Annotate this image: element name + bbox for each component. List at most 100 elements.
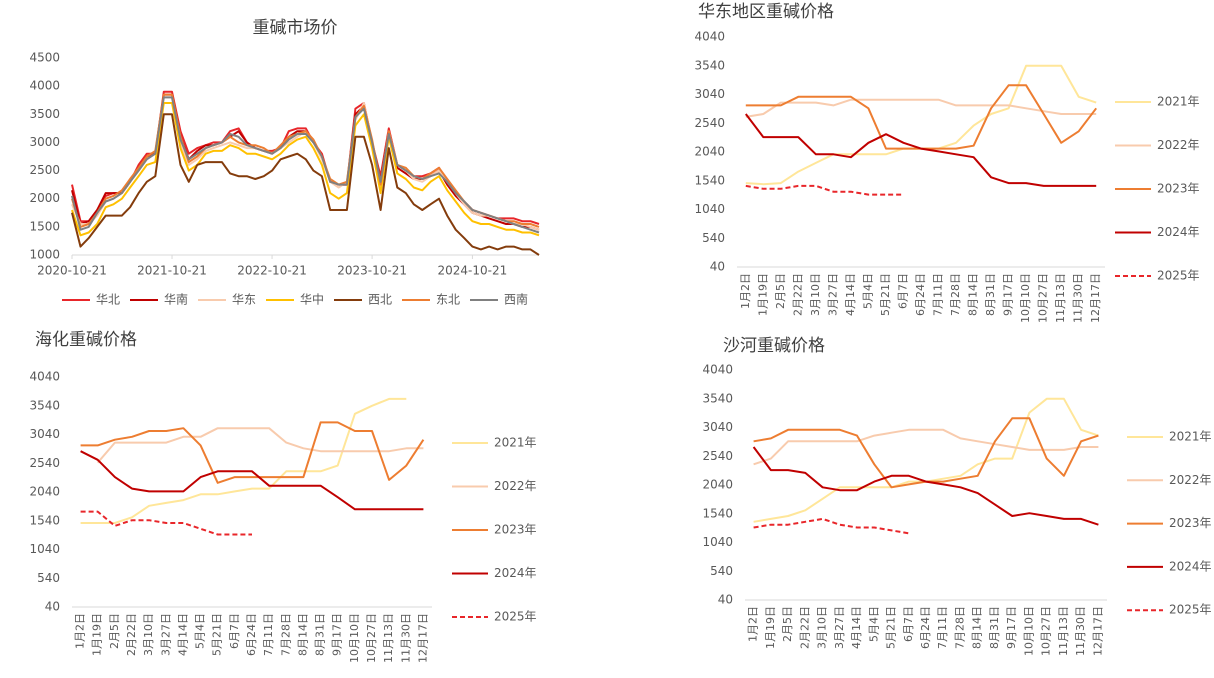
legend-label: 2022年 [1157,138,1200,152]
series-line [80,421,425,484]
x-tick-label: 12月17日 [1089,273,1102,323]
legend-label: 2025年 [1169,603,1212,617]
x-tick-label: 8月31日 [988,606,1001,649]
x-tick-label: 8月31日 [314,613,327,656]
y-tick-label: 1040 [694,202,725,216]
x-tick-label: 10月10日 [348,613,361,663]
y-tick-label: 2040 [29,485,60,499]
y-tick-label: 1540 [694,173,725,187]
legend-label: 2023年 [1169,516,1212,530]
y-tick-label: 3000 [29,135,60,149]
chart-title: 沙河重碱价格 [723,336,825,356]
x-tick-label: 7月11日 [262,613,275,656]
legend-label: 西南 [504,292,528,307]
x-tick-label: 1月2日 [74,613,87,649]
legend-label: 2025年 [494,610,537,624]
x-tick-label: 3月10日 [816,606,829,649]
series-line [80,450,424,511]
y-tick-label: 540 [702,231,725,245]
legend-label: 2022年 [494,479,537,493]
x-tick-label: 9月17日 [1005,606,1018,649]
y-tick-label: 3540 [694,58,725,72]
legend-label: 2021年 [494,436,537,450]
legend-label: 2023年 [1157,182,1200,196]
y-tick-label: 1040 [702,535,733,549]
x-tick-label: 3月10日 [809,273,822,316]
x-tick-label: 11月30日 [1072,273,1085,323]
x-tick-label: 12月17日 [416,613,429,663]
legend-label: 2024年 [1157,225,1200,239]
legend-label: 2024年 [494,566,537,580]
y-tick-label: 2040 [702,478,733,492]
x-tick-label: 7月11日 [936,606,949,649]
x-tick-label: 3月10日 [142,613,155,656]
series-line [71,90,540,225]
y-tick-label: 1000 [29,248,60,262]
chart-title: 华东地区重碱价格 [698,2,834,22]
y-tick-label: 4040 [702,363,733,377]
x-tick-label: 10月27日 [1037,273,1050,323]
x-tick-label: 3月27日 [833,606,846,649]
legend-label: 2021年 [1169,430,1212,444]
x-tick-label: 6月7日 [902,606,915,642]
x-tick-label: 5月21日 [885,606,898,649]
series-line [753,397,1099,523]
x-tick-label: 11月13日 [382,613,395,663]
x-tick-label: 5月4日 [861,273,874,309]
series-line [96,427,424,464]
y-tick-label: 1500 [29,219,60,233]
y-tick-label: 540 [37,571,60,585]
series-line [71,102,540,237]
x-tick-label: 6月7日 [896,273,909,309]
x-tick-label: 2023-10-21 [337,264,407,278]
y-tick-label: 3040 [694,87,725,101]
legend-label: 2024年 [1169,559,1212,573]
x-tick-label: 8月14日 [296,613,309,656]
series-line [753,517,909,535]
legend-label: 2021年 [1157,95,1200,109]
x-tick-label: 7月28日 [279,613,292,656]
x-tick-label: 2024-10-21 [438,264,508,278]
x-tick-label: 11月30日 [399,613,412,663]
y-tick-label: 3540 [29,398,60,412]
x-tick-label: 11月13日 [1057,606,1070,656]
x-tick-label: 10月27日 [1040,606,1053,656]
y-tick-label: 3040 [702,420,733,434]
x-tick-label: 7月28日 [949,273,962,316]
y-tick-label: 1040 [29,542,60,556]
legend-label: 华中 [300,292,324,307]
x-tick-label: 11月30日 [1074,606,1087,656]
y-tick-label: 3540 [702,391,733,405]
y-tick-label: 2540 [29,456,60,470]
x-tick-label: 8月14日 [967,273,980,316]
x-tick-label: 4月14日 [844,273,857,316]
y-tick-label: 40 [710,260,725,274]
series-line [71,113,540,256]
series-line [745,184,904,196]
y-tick-label: 4040 [694,30,725,44]
x-tick-label: 8月31日 [984,273,997,316]
x-tick-label: 5月21日 [211,613,224,656]
x-tick-label: 4月14日 [176,613,189,656]
x-tick-label: 2月5日 [774,273,787,309]
x-tick-label: 6月24日 [919,606,932,649]
x-tick-label: 3月27日 [159,613,172,656]
x-tick-label: 2月5日 [781,606,794,642]
y-tick-label: 2540 [694,116,725,130]
x-tick-label: 2月22日 [791,273,804,316]
series-line [745,113,1097,187]
legend-label: 2022年 [1169,473,1212,487]
y-tick-label: 540 [710,564,733,578]
x-tick-label: 10月10日 [1019,273,1032,323]
x-tick-label: 10月10日 [1022,606,1035,656]
x-tick-label: 9月17日 [1002,273,1015,316]
x-tick-label: 6月24日 [245,613,258,656]
x-tick-label: 2022-10-21 [237,264,307,278]
y-tick-label: 4500 [29,51,60,65]
x-tick-label: 2月22日 [798,606,811,649]
x-tick-label: 9月17日 [331,613,344,656]
x-tick-label: 10月27日 [365,613,378,663]
x-tick-label: 1月19日 [764,606,777,649]
